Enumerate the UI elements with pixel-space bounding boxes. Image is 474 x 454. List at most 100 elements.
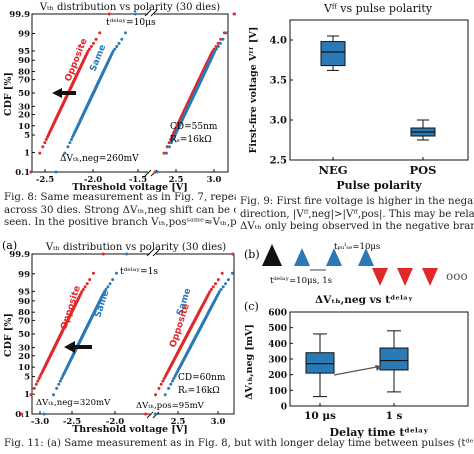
ytick-label: 1 xyxy=(24,148,30,158)
fig8-caption-line2: across 30 dies. Strong ΔVₜₕ,neg shift ca… xyxy=(4,204,236,216)
fig11b-pulse-black xyxy=(262,244,282,266)
fig11a-points xyxy=(20,252,235,416)
fig11b-pulse-neg-1 xyxy=(372,268,388,286)
fig8-shift-arrow xyxy=(52,88,76,98)
fig9-xlabel: Pulse polarity xyxy=(336,179,422,192)
opposite-neg-point xyxy=(34,382,38,386)
fig11a-chart: (a) Vₜₕ distribution vs polarity (30 die… xyxy=(2,239,235,435)
fig11a-cd: CD=60nm xyxy=(178,373,226,383)
fig11b-dots: ooo xyxy=(446,269,468,283)
opposite-neg-point xyxy=(29,393,33,397)
same-neg-point xyxy=(55,386,59,390)
same-neg-point xyxy=(117,41,121,45)
same-pos-point xyxy=(171,379,174,383)
ytick-label: 30 xyxy=(18,344,30,354)
same-neg-point xyxy=(115,271,118,275)
ytick-label: 10 xyxy=(18,363,30,373)
fig9-caption-line1: Fig. 9: First fire voltage is higher in … xyxy=(240,196,474,207)
opposite-pos-point xyxy=(211,285,215,289)
opposite-neg-point xyxy=(86,49,90,53)
ytick-label: 99.9 xyxy=(9,10,30,20)
fig11a-delta-pos: ΔVₜₕ,pos=95mV xyxy=(136,401,205,411)
fig9-chart: Vᶠᶠ vs pulse polarity First-fire voltage… xyxy=(248,2,469,192)
ytick-label: 50 xyxy=(18,330,30,340)
fig8-xlabel: Threshold voltage [V] xyxy=(72,182,188,192)
fig11c-ylabel: ΔVₜₕ,neg [mV] xyxy=(244,324,255,400)
xtick-label: -3.0 xyxy=(31,417,49,427)
fig8-caption-line1: Fig. 8: Same measurement as in Fig. 7, r… xyxy=(4,192,236,203)
ytick-label: 99 xyxy=(18,270,30,280)
ytick-label: 70 xyxy=(18,316,30,326)
same-neg-point xyxy=(125,252,129,256)
fig11c-axis: 0 100 200 300 400 500 600 10 μs 1 s xyxy=(268,309,402,423)
fig8-xticks: -2.5 -2.0 -1.5 2.5 3.0 xyxy=(36,169,221,185)
xtick-label: -2.5 xyxy=(36,175,54,185)
fig11-caption: Fig. 11: (a) Same measurement as in Fig.… xyxy=(4,438,474,449)
fig11b-pulse-pos-1 xyxy=(294,248,310,266)
opposite-neg-point xyxy=(91,271,95,275)
same-pos-point xyxy=(213,49,217,53)
same-pos-point xyxy=(218,41,222,45)
fig8-ylabel: CDF [%] xyxy=(3,72,14,116)
opposite-neg-point xyxy=(38,151,42,155)
fig8-delta: ΔVₜₕ,neg=260mV xyxy=(60,154,139,164)
fig11b-pulse-neg-2 xyxy=(397,268,413,286)
fig9-caption: Fig. 9: First fire voltage is higher in … xyxy=(240,196,474,234)
ytick-label: 30 xyxy=(18,102,30,112)
fig11a-xticks: -3.0 -2.5 -2.0 2.5 3.0 xyxy=(31,411,225,427)
opposite-neg-point xyxy=(98,31,102,35)
fig9-ylabel: First-fire voltage Vᶠᶠ [V] xyxy=(248,27,259,154)
same-neg-point xyxy=(52,393,55,397)
ytick-label: 1 xyxy=(24,390,30,400)
opposite-neg-point xyxy=(32,386,36,390)
same-neg-point xyxy=(63,151,67,155)
ytick-label: 20 xyxy=(18,352,30,362)
same-neg-point xyxy=(102,290,106,294)
same-pos-point xyxy=(164,151,168,155)
category-label: POS xyxy=(410,163,437,177)
ytick-label: 10 xyxy=(18,122,30,132)
fig9-caption-line2: direction, |Vᶠᶠ,neg|>|Vᶠᶠ,pos|. This may… xyxy=(240,208,474,220)
fig11c-trend-arrowhead xyxy=(375,365,382,371)
opposite-neg-point xyxy=(94,37,98,41)
same-pos-point xyxy=(163,393,167,397)
fig11a-label-opposite-pos: Opposite xyxy=(168,302,192,348)
ytick-label: 0.1 xyxy=(15,168,30,178)
same-neg-point xyxy=(42,412,46,416)
opposite-neg-point xyxy=(88,47,91,51)
fig11b-tdelay: tᵈᵉˡᵃʸ=10μs, 1s xyxy=(270,276,332,286)
opposite-neg-point xyxy=(43,141,47,145)
same-neg-point xyxy=(68,141,72,145)
same-neg-point xyxy=(113,47,117,51)
fig8-cd: CD=55nm xyxy=(170,122,218,132)
same-pos-point xyxy=(219,288,223,291)
ytick-label: 200 xyxy=(268,371,287,381)
ytick-label: 90 xyxy=(18,56,30,66)
fig11a-delta-neg: ΔVₜₕ,neg=320mV xyxy=(36,398,111,408)
same-neg-point xyxy=(108,282,112,286)
fig11b-panel-label: (b) xyxy=(244,248,260,261)
opposite-neg-point xyxy=(83,285,87,289)
xtick-label: -2.0 xyxy=(106,417,124,427)
same-neg-point xyxy=(106,285,110,289)
ytick-label: 300 xyxy=(268,356,287,366)
fig8-title: Vₜₕ distribution vs polarity (30 dies) xyxy=(39,2,220,13)
same-pos-point xyxy=(169,141,173,145)
opposite-pos-point xyxy=(216,278,220,282)
xtick-label: -2.0 xyxy=(84,175,102,185)
ytick-label: 95 xyxy=(18,47,30,57)
opposite-neg-point xyxy=(107,12,111,16)
ytick-label: 70 xyxy=(18,76,30,86)
same-neg-point xyxy=(57,382,61,386)
opposite-pos-point xyxy=(231,252,235,256)
opposite-pos-point xyxy=(162,377,166,380)
fig8-tdelay: tᵈᵉˡᵃʸ=10μs xyxy=(106,18,156,28)
fig11a-ylabel: CDF [%] xyxy=(3,313,14,357)
opposite-neg-point xyxy=(81,288,85,291)
ytick-label: 3.5 xyxy=(270,76,287,87)
box xyxy=(305,352,335,374)
ytick-label: 0 xyxy=(281,403,287,413)
opposite-pos-point xyxy=(208,290,212,294)
same-neg-point xyxy=(120,37,124,41)
